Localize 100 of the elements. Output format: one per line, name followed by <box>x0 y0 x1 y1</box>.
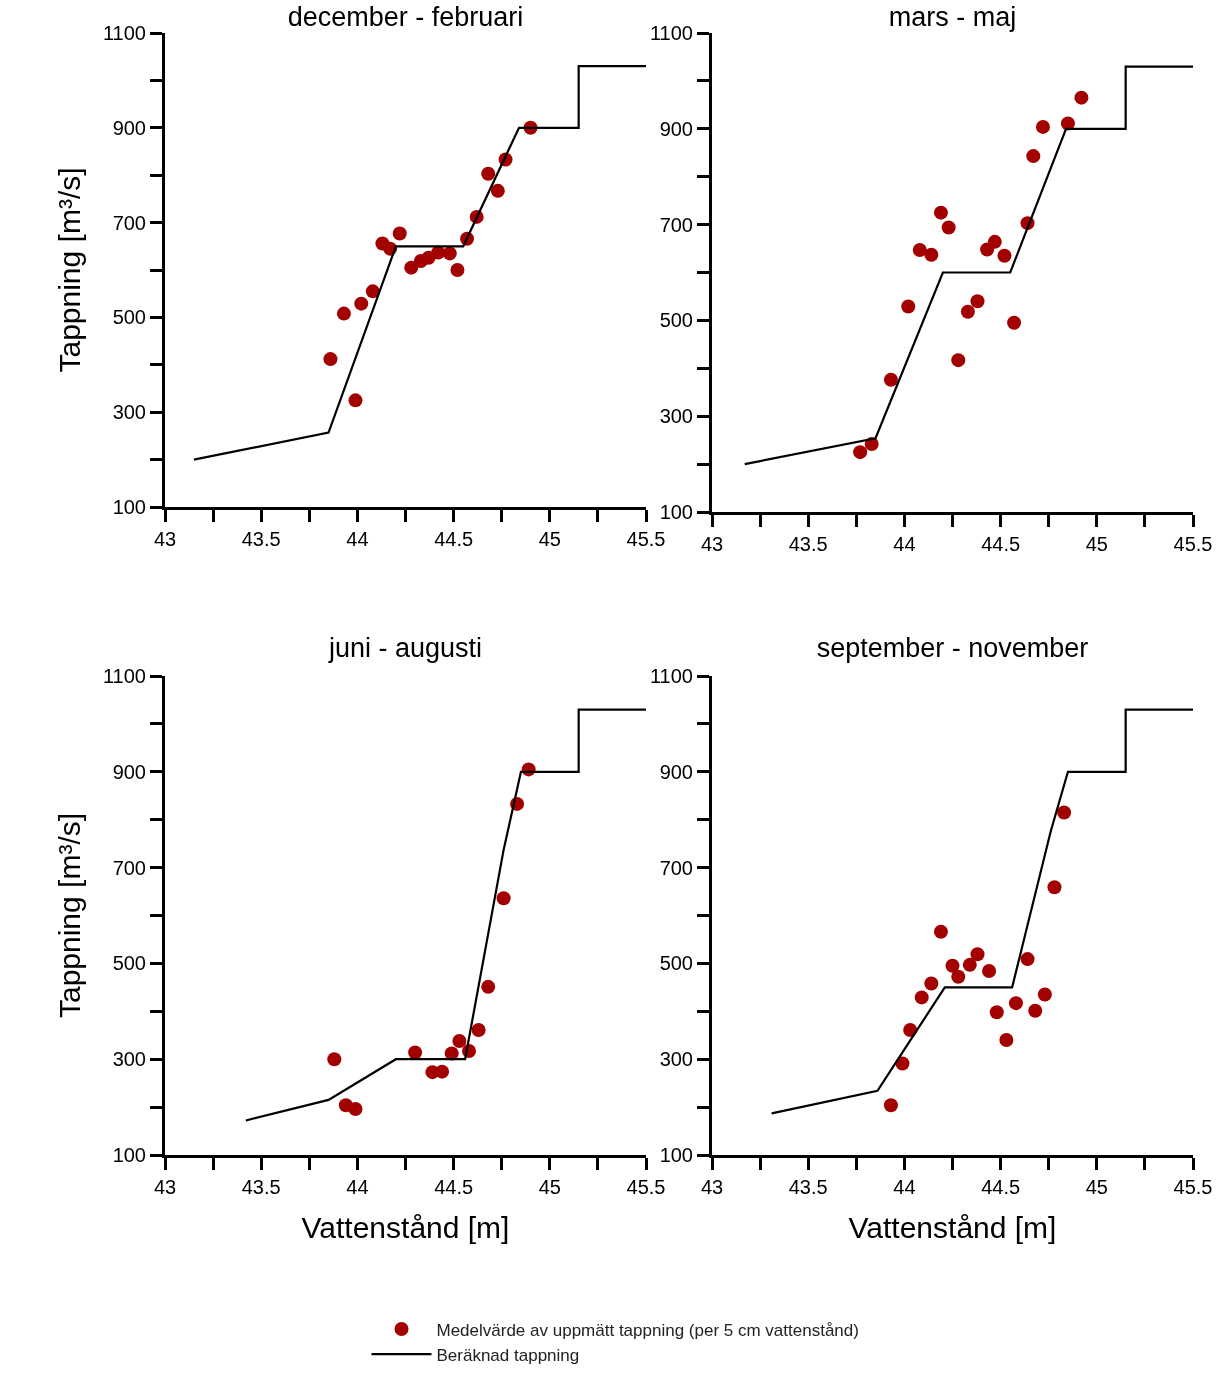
point <box>970 294 985 309</box>
point <box>336 306 351 321</box>
line-series <box>244 708 646 1122</box>
point <box>997 248 1012 263</box>
y-axis-title: Tappning [m³/s] <box>52 812 86 1019</box>
point <box>853 445 868 460</box>
x-tick-label: 43.5 <box>241 1176 281 1198</box>
point <box>471 1022 486 1037</box>
point <box>365 284 380 299</box>
y-tick-label: 1100 <box>102 22 146 44</box>
point <box>348 1102 363 1117</box>
x-tick-label: 43 <box>153 528 177 550</box>
x-axis-title: Vattenstånd [m] <box>848 1210 1057 1244</box>
x-tick-label: 43.5 <box>788 1176 828 1198</box>
y-tick-label: 500 <box>659 309 693 332</box>
point <box>924 247 939 262</box>
point <box>989 1005 1004 1020</box>
point <box>348 393 363 408</box>
y-tick-label: 1100 <box>649 665 693 687</box>
y-tick-label: 1100 <box>102 665 146 687</box>
y-tick-label: 900 <box>112 116 146 139</box>
y-tick-label: 500 <box>112 952 146 975</box>
point <box>999 1033 1014 1048</box>
point <box>883 372 898 387</box>
point <box>914 990 929 1005</box>
point <box>901 299 916 314</box>
point <box>962 957 977 972</box>
chart-title: september - november <box>816 633 1089 664</box>
point <box>404 260 419 275</box>
y-tick-label: 1100 <box>649 22 693 44</box>
x-tick-label: 45.5 <box>626 1176 666 1198</box>
point <box>951 969 966 984</box>
y-tick-label: 700 <box>659 213 693 236</box>
x-tick-label: 45 <box>538 1176 561 1198</box>
x-tick-label: 43.5 <box>788 533 828 555</box>
x-tick-label: 43 <box>153 1176 177 1198</box>
x-tick-label: 44 <box>346 1176 369 1198</box>
point <box>951 353 966 368</box>
point <box>323 352 338 367</box>
point <box>1057 805 1072 820</box>
point <box>1020 952 1035 967</box>
point <box>354 296 369 311</box>
point <box>481 166 496 181</box>
x-tick-label: 44 <box>893 1176 916 1198</box>
y-tick-label: 900 <box>659 760 693 783</box>
x-tick-label: 45 <box>1085 533 1108 555</box>
x-tick-label: 44 <box>346 528 369 550</box>
point <box>1026 149 1041 164</box>
y-tick-label: 100 <box>112 1144 146 1166</box>
y-tick-label: 700 <box>112 856 146 879</box>
y-tick-label: 300 <box>659 405 693 428</box>
line-series <box>770 708 1193 1115</box>
x-tick-label: 44.5 <box>434 528 474 550</box>
y-tick-label: 100 <box>112 496 146 518</box>
y-tick-label: 500 <box>659 952 693 975</box>
y-tick-label: 900 <box>112 760 146 783</box>
y-tick-label: 900 <box>659 117 693 140</box>
point <box>1047 880 1062 895</box>
point <box>1009 996 1023 1011</box>
line-series <box>743 65 1193 466</box>
line-series <box>192 65 646 461</box>
y-axis-title: Tappning [m³/s] <box>52 167 86 373</box>
point <box>933 205 948 220</box>
point <box>442 246 457 261</box>
x-tick-label: 44.5 <box>981 1176 1021 1198</box>
point <box>1074 90 1089 105</box>
point <box>924 976 939 991</box>
y-tick-label: 700 <box>659 856 693 879</box>
y-tick-label: 300 <box>112 1048 146 1071</box>
point <box>452 1034 467 1048</box>
point <box>435 1064 450 1079</box>
point <box>1007 315 1022 330</box>
y-tick-label: 100 <box>659 501 693 523</box>
y-tick-label: 700 <box>112 211 146 234</box>
x-tick-label: 45.5 <box>1173 1176 1213 1198</box>
point <box>970 947 985 962</box>
y-tick-label: 300 <box>112 401 146 424</box>
x-tick-label: 45 <box>1085 1176 1108 1198</box>
point <box>960 304 975 319</box>
y-tick-label: 500 <box>112 306 146 329</box>
point <box>1035 119 1050 134</box>
x-tick-label: 43 <box>700 1176 724 1198</box>
chart-title: december - februari <box>287 1 524 32</box>
legend-label: Medelvärde av uppmätt tappning (per 5 cm vattenstånd) <box>436 1320 859 1340</box>
point <box>941 220 956 235</box>
point <box>933 924 948 939</box>
x-tick-label: 43 <box>700 533 724 555</box>
point <box>1037 987 1052 1002</box>
point <box>408 1045 423 1060</box>
x-axis-title: Vattenstånd [m] <box>301 1210 510 1244</box>
point <box>982 964 997 979</box>
y-tick-label: 100 <box>659 1144 693 1166</box>
point <box>945 958 960 973</box>
x-tick-label: 45 <box>538 528 561 550</box>
y-tick-label: 300 <box>659 1048 693 1071</box>
point <box>1028 1003 1043 1018</box>
chart-title: juni - augusti <box>327 633 483 664</box>
x-tick-label: 44 <box>893 533 916 555</box>
point <box>883 1098 898 1113</box>
point <box>987 234 1002 249</box>
